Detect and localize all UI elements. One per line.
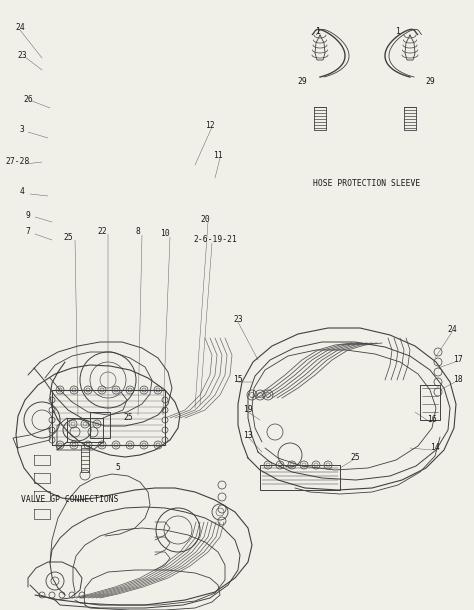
Text: 1: 1 bbox=[316, 27, 320, 37]
Text: 8: 8 bbox=[136, 228, 140, 237]
Text: 16: 16 bbox=[427, 415, 437, 425]
Text: 25: 25 bbox=[63, 234, 73, 243]
Text: 17: 17 bbox=[453, 356, 463, 365]
Text: 9: 9 bbox=[26, 210, 30, 220]
Text: 5: 5 bbox=[116, 464, 120, 473]
Text: 23: 23 bbox=[17, 51, 27, 60]
Text: 4: 4 bbox=[19, 187, 25, 196]
Text: 3: 3 bbox=[19, 126, 25, 134]
Text: 1: 1 bbox=[396, 27, 401, 37]
Text: 15: 15 bbox=[233, 376, 243, 384]
Text: 25: 25 bbox=[123, 414, 133, 423]
Text: 14: 14 bbox=[430, 443, 440, 453]
Text: 2-6-19-21: 2-6-19-21 bbox=[193, 235, 237, 245]
Text: 29: 29 bbox=[425, 77, 435, 87]
Text: 23: 23 bbox=[233, 315, 243, 325]
Text: 7: 7 bbox=[26, 228, 30, 237]
Text: 19: 19 bbox=[243, 406, 253, 415]
Text: 24: 24 bbox=[447, 326, 457, 334]
Text: 13: 13 bbox=[243, 431, 253, 439]
Text: 29: 29 bbox=[297, 77, 307, 87]
Text: 25: 25 bbox=[350, 453, 360, 462]
Text: 20: 20 bbox=[200, 215, 210, 224]
Text: HOSE PROTECTION SLEEVE: HOSE PROTECTION SLEEVE bbox=[313, 179, 420, 187]
Text: 12: 12 bbox=[205, 121, 215, 129]
Text: 22: 22 bbox=[97, 228, 107, 237]
Text: 24: 24 bbox=[15, 24, 25, 32]
Text: 27-28: 27-28 bbox=[6, 157, 30, 167]
Text: 10: 10 bbox=[160, 229, 170, 239]
Text: 26: 26 bbox=[23, 96, 33, 104]
Text: 18: 18 bbox=[453, 376, 463, 384]
Text: VALVE GP CONNECTIONS: VALVE GP CONNECTIONS bbox=[21, 495, 119, 504]
Text: 11: 11 bbox=[213, 151, 223, 159]
